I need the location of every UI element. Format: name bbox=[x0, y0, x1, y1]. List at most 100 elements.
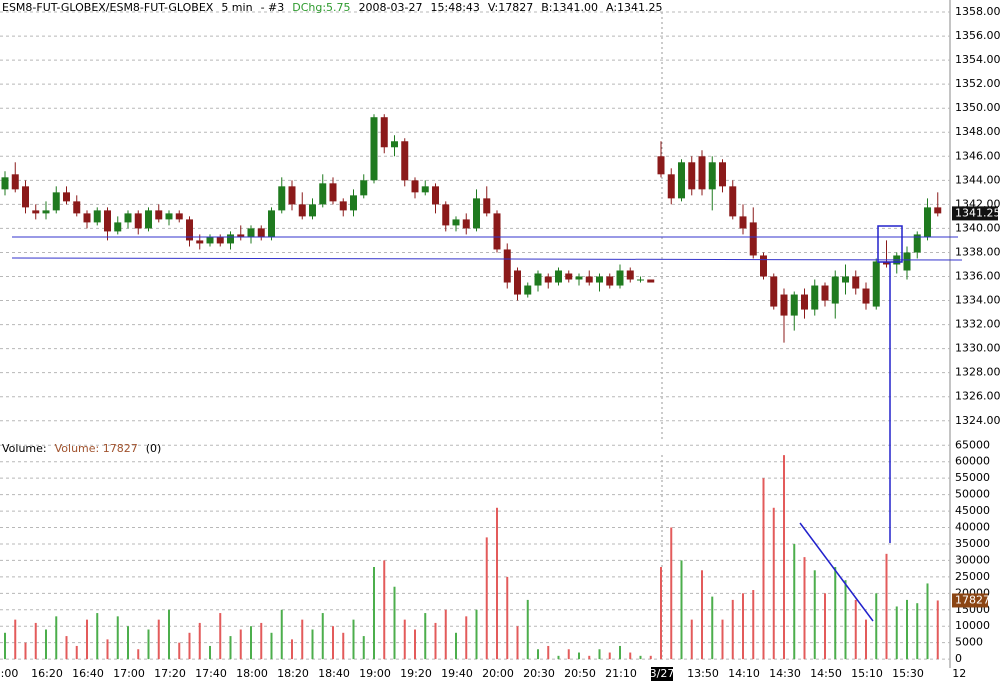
candle-body bbox=[760, 255, 767, 277]
x-tick-label: 20:30 bbox=[523, 667, 555, 680]
candle-body bbox=[514, 270, 521, 295]
y-tick-label: 45000 bbox=[955, 504, 990, 517]
candle-body bbox=[483, 198, 491, 214]
y-tick-label: 1356.00 bbox=[955, 29, 1000, 42]
volume-bar bbox=[147, 629, 150, 660]
candle-body bbox=[278, 186, 286, 211]
header-text: DChg:5.75 bbox=[292, 1, 350, 14]
candle-body bbox=[298, 204, 306, 217]
candle-body bbox=[360, 180, 368, 196]
candle-body bbox=[370, 117, 378, 181]
volume-bar bbox=[116, 616, 119, 660]
volume-bar bbox=[639, 655, 642, 660]
volume-bar bbox=[537, 649, 539, 660]
x-tick-label: 18:40 bbox=[318, 667, 350, 680]
candle-body bbox=[924, 207, 931, 238]
header-text: A:1341.25 bbox=[606, 1, 663, 14]
candle-body bbox=[421, 186, 429, 193]
volume-bar bbox=[137, 649, 140, 660]
volume-bar bbox=[557, 655, 560, 660]
candle-body bbox=[11, 174, 19, 190]
x-tick-label: 19:20 bbox=[400, 667, 432, 680]
volume-bar bbox=[496, 507, 498, 660]
candle-body bbox=[667, 174, 675, 199]
volume-bar bbox=[629, 652, 632, 660]
volume-bar bbox=[198, 622, 201, 660]
candle-body bbox=[442, 204, 450, 226]
volume-bar bbox=[424, 613, 427, 660]
volume-bar bbox=[291, 639, 293, 660]
candle-body bbox=[114, 222, 122, 232]
candle-body bbox=[52, 192, 60, 211]
candle-body bbox=[821, 285, 829, 301]
volume-bar bbox=[414, 629, 416, 660]
candle-body bbox=[616, 270, 624, 286]
y-tick-label: 1336.00 bbox=[955, 270, 1000, 283]
candle-body bbox=[319, 183, 327, 205]
y-tick-label: 0 bbox=[955, 652, 962, 665]
y-tick-label: 40000 bbox=[955, 521, 990, 534]
y-tick-label: 1346.00 bbox=[955, 149, 1000, 162]
candle-body bbox=[124, 213, 132, 223]
volume-bar bbox=[373, 566, 375, 660]
x-tick-label: 14:50 bbox=[810, 667, 842, 680]
volume-bar bbox=[352, 619, 355, 660]
volume-bar bbox=[721, 619, 724, 660]
drawn-line bbox=[11, 257, 963, 261]
x-tick-label: 17:00 bbox=[113, 667, 145, 680]
header: ESM8-FUT-GLOBEX/ESM8-FUT-GLOBEX 5 min - #3… bbox=[2, 1, 663, 455]
x-tick-label: 12 bbox=[952, 667, 966, 680]
candle-body bbox=[391, 141, 398, 148]
header-text: 2008-03-27 bbox=[359, 1, 423, 14]
volume-bar bbox=[701, 570, 703, 660]
y-tick-label: 65000 bbox=[955, 438, 990, 451]
volume-bar bbox=[250, 626, 252, 660]
y-tick-label: 35000 bbox=[955, 537, 990, 550]
volume-bar bbox=[803, 557, 806, 660]
candle-body bbox=[934, 207, 942, 214]
candle-body bbox=[22, 186, 29, 208]
candle-body bbox=[872, 261, 880, 307]
candle-body bbox=[42, 210, 50, 214]
candle-body bbox=[688, 162, 696, 190]
volume-bar bbox=[649, 655, 652, 660]
x-tick-label: 15:30 bbox=[892, 667, 924, 680]
volume-bar bbox=[485, 537, 488, 660]
volume-bar bbox=[711, 596, 714, 660]
candle-body bbox=[247, 228, 255, 238]
volume-bar bbox=[444, 609, 447, 660]
candle-body bbox=[63, 192, 70, 202]
volume-bar bbox=[772, 507, 775, 660]
volume-bar bbox=[578, 652, 580, 660]
y-tick-label: 1330.00 bbox=[955, 342, 1000, 355]
volume-bar bbox=[608, 652, 611, 660]
y-tick-label: 1348.00 bbox=[955, 125, 1000, 138]
candle-body bbox=[237, 234, 245, 238]
candle-body bbox=[503, 249, 511, 283]
volume-bar bbox=[4, 632, 6, 660]
y-tick-label: 55000 bbox=[955, 471, 990, 484]
candle-body bbox=[544, 276, 552, 283]
candle-body bbox=[729, 186, 737, 217]
x-tick-label: 20:50 bbox=[564, 667, 596, 680]
candle-body bbox=[606, 276, 614, 286]
volume-bar bbox=[342, 632, 345, 660]
volume-bar bbox=[75, 645, 78, 660]
x-tick-label: 16:20 bbox=[31, 667, 63, 680]
candle-body bbox=[380, 117, 388, 148]
y-tick-label: 1340.00 bbox=[955, 221, 1000, 234]
candle-body bbox=[811, 285, 819, 310]
volume-bar bbox=[96, 613, 99, 660]
candle-body bbox=[155, 210, 163, 220]
candle-body bbox=[575, 276, 583, 280]
candle-body bbox=[913, 234, 921, 253]
volume-bar bbox=[844, 580, 847, 660]
volume-bar bbox=[926, 583, 929, 660]
volume-bar bbox=[393, 586, 396, 660]
volume-bar bbox=[865, 619, 867, 660]
volume-bar bbox=[311, 629, 314, 660]
candle-body bbox=[852, 276, 860, 289]
volume-bar bbox=[209, 645, 211, 660]
volume-bar bbox=[731, 599, 734, 660]
volume-header: Volume: 17827 bbox=[55, 442, 138, 455]
